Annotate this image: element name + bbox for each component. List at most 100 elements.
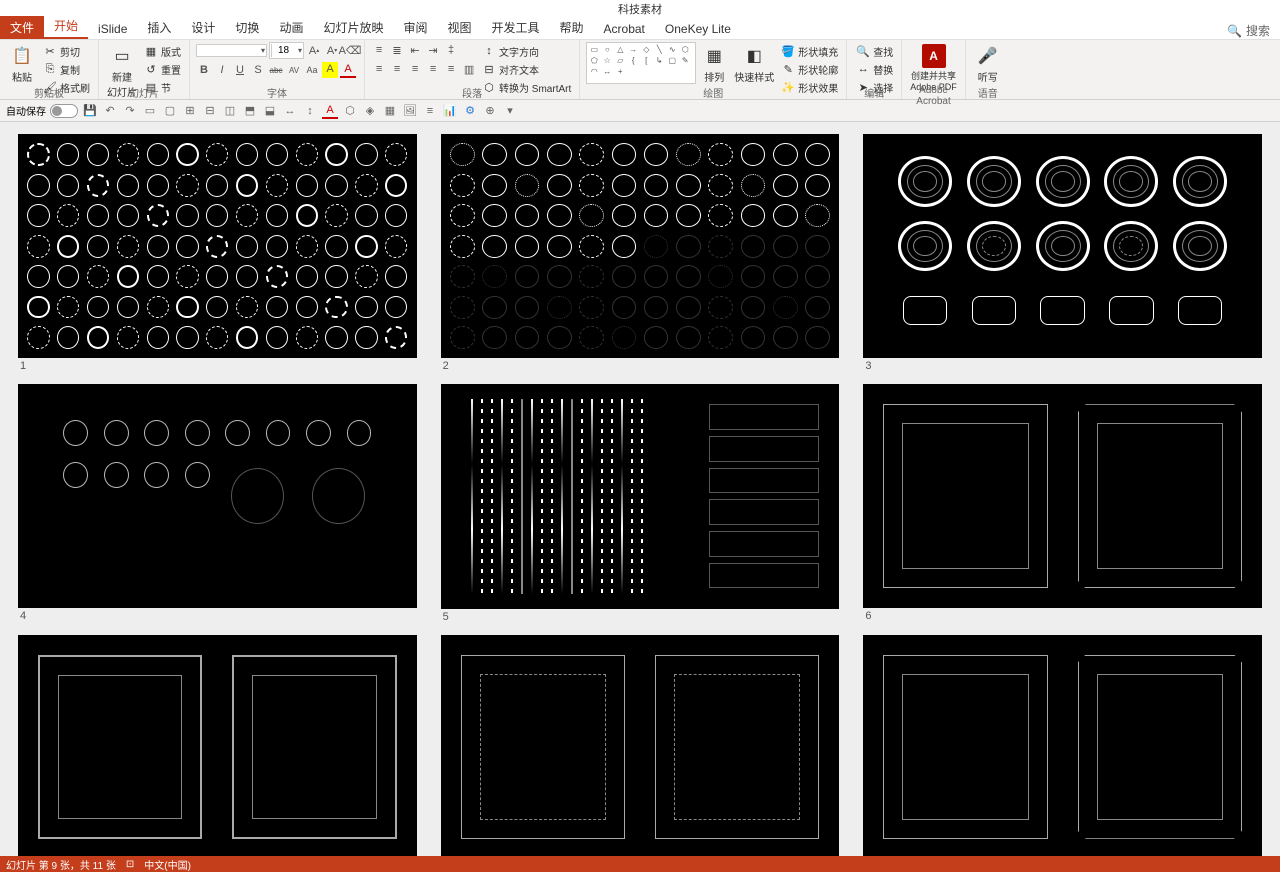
tab-insert[interactable]: 插入 (137, 16, 181, 39)
qat-btn-13[interactable]: ▦ (382, 103, 398, 119)
slide-sorter-view[interactable]: 1 2 3 4 (0, 122, 1280, 856)
qat-btn-3[interactable]: ⊞ (182, 103, 198, 119)
decrease-indent-button[interactable]: ⇤ (407, 42, 423, 58)
slide-thumbnail-1[interactable]: 1 (18, 134, 417, 372)
slide-position: 幻灯片 第 9 张，共 11 张 (6, 857, 116, 872)
find-button[interactable]: 🔍查找 (853, 42, 895, 60)
tab-home[interactable]: 开始 (44, 14, 88, 39)
shapes-gallery[interactable]: ▭○△→◇╲∿ ⬡⬠☆▱{[↳ ▢✎◠↔+ (586, 42, 696, 84)
qat-undo-button[interactable]: ↶ (102, 103, 118, 119)
slide-thumbnail-5[interactable]: 5 (441, 384, 840, 622)
qat-btn-17[interactable]: ⚙ (462, 103, 478, 119)
quick-styles-button[interactable]: ◧ 快速样式 (732, 42, 776, 86)
char-spacing-button[interactable]: AV (286, 62, 302, 78)
qat-btn-15[interactable]: ≡ (422, 103, 438, 119)
slide-thumbnail-4[interactable]: 4 (18, 384, 417, 622)
increase-indent-button[interactable]: ⇥ (425, 42, 441, 58)
align-center-button[interactable]: ≡ (389, 61, 405, 77)
shape-fill-button[interactable]: 🪣形状填充 (778, 42, 840, 60)
qat-btn-5[interactable]: ◫ (222, 103, 238, 119)
qat-btn-2[interactable]: ▢ (162, 103, 178, 119)
tab-slideshow[interactable]: 幻灯片放映 (313, 16, 393, 39)
qat-btn-6[interactable]: ⬒ (242, 103, 258, 119)
tab-acrobat[interactable]: Acrobat (594, 19, 655, 39)
qat-btn-10[interactable]: A (322, 103, 338, 119)
tab-onekey[interactable]: OneKey Lite (655, 19, 741, 39)
search-box[interactable]: 🔍 搜索 (1227, 22, 1280, 39)
slide-thumbnail-9[interactable] (863, 635, 1262, 857)
slide-grid: 1 2 3 4 (18, 134, 1262, 856)
tab-animations[interactable]: 动画 (269, 16, 313, 39)
slide-thumbnail-6[interactable]: 6 (863, 384, 1262, 622)
slide-thumbnail-2[interactable]: 2 (441, 134, 840, 372)
highlight-button[interactable]: A (322, 62, 338, 78)
autosave-toggle[interactable] (50, 104, 78, 118)
group-label: 剪贴板 (0, 85, 98, 99)
qat-btn-1[interactable]: ▭ (142, 103, 158, 119)
slide-thumbnail-3[interactable]: 3 (863, 134, 1262, 372)
group-label: 字体 (190, 85, 364, 99)
qat-btn-8[interactable]: ↔ (282, 103, 298, 119)
text-direction-button[interactable]: ↕文字方向 (479, 42, 573, 60)
justify-button[interactable]: ≡ (425, 61, 441, 77)
tab-review[interactable]: 审阅 (393, 16, 437, 39)
italic-button[interactable]: I (214, 62, 230, 78)
tab-design[interactable]: 设计 (181, 16, 225, 39)
bullets-button[interactable]: ≡ (371, 42, 387, 58)
tab-developer[interactable]: 开发工具 (482, 16, 550, 39)
save-button[interactable]: 💾 (82, 103, 98, 119)
tab-help[interactable]: 帮助 (550, 16, 594, 39)
strikethrough-button[interactable]: abc (268, 62, 284, 78)
tab-view[interactable]: 视图 (437, 16, 481, 39)
quick-access-toolbar: 自动保存 💾 ↶ ↷ ▭ ▢ ⊞ ⊟ ◫ ⬒ ⬓ ↔ ↕ A ⬡ ◈ ▦ 🖼 ≡… (0, 100, 1280, 122)
font-color-button[interactable]: A (340, 62, 356, 78)
change-case-button[interactable]: Aa (304, 62, 320, 78)
qat-btn-11[interactable]: ⬡ (342, 103, 358, 119)
tab-file[interactable]: 文件 (0, 16, 44, 39)
qat-btn-7[interactable]: ⬓ (262, 103, 278, 119)
font-size-select[interactable]: 18 ▾ (269, 42, 304, 59)
tab-transitions[interactable]: 切换 (225, 16, 269, 39)
cut-button[interactable]: ✂剪切 (40, 42, 92, 60)
qat-btn-18[interactable]: ⊕ (482, 103, 498, 119)
line-spacing-button[interactable]: ‡ (443, 42, 459, 58)
replace-button[interactable]: ↔替换 (853, 60, 895, 78)
reset-button[interactable]: ↺重置 (141, 60, 183, 78)
status-bar: 幻灯片 第 9 张，共 11 张 ⊡ 中文(中国) (0, 856, 1280, 872)
distribute-button[interactable]: ≡ (443, 61, 459, 77)
numbering-button[interactable]: ≣ (389, 42, 405, 58)
tab-islide[interactable]: iSlide (88, 19, 137, 39)
qat-btn-12[interactable]: ◈ (362, 103, 378, 119)
font-name-select[interactable]: ▾ (196, 44, 267, 57)
arrange-button[interactable]: ▦ 排列 (698, 42, 730, 86)
columns-button[interactable]: ▥ (461, 61, 477, 77)
slide-thumbnail-8[interactable] (441, 635, 840, 857)
paste-button[interactable]: 📋 粘贴 (6, 42, 38, 86)
align-text-button[interactable]: ⊟对齐文本 (479, 60, 573, 78)
qat-btn-9[interactable]: ↕ (302, 103, 318, 119)
align-left-button[interactable]: ≡ (371, 61, 387, 77)
align-right-button[interactable]: ≡ (407, 61, 423, 77)
qat-redo-button[interactable]: ↷ (122, 103, 138, 119)
qat-btn-16[interactable]: 📊 (442, 103, 458, 119)
slide-thumbnail-7[interactable] (18, 635, 417, 857)
shape-pentagon-icon: ⬠ (588, 55, 600, 65)
shadow-button[interactable]: S (250, 62, 266, 78)
language-indicator[interactable]: 中文(中国) (144, 857, 191, 872)
qat-more-button[interactable]: ▾ (502, 103, 518, 119)
qat-btn-14[interactable]: 🖼 (402, 103, 418, 119)
dictate-button[interactable]: 🎤 听写 (972, 42, 1004, 86)
slide-content (863, 384, 1262, 608)
shape-circle-icon: ○ (601, 44, 613, 54)
slide-content (441, 384, 840, 608)
qat-btn-4[interactable]: ⊟ (202, 103, 218, 119)
slide-number: 5 (441, 611, 840, 623)
spell-check-icon[interactable]: ⊡ (126, 859, 134, 870)
shape-outline-button[interactable]: ✎形状轮廓 (778, 60, 840, 78)
increase-font-button[interactable]: A▴ (306, 43, 322, 59)
underline-button[interactable]: U (232, 62, 248, 78)
layout-button[interactable]: ▦版式 (141, 42, 183, 60)
copy-button[interactable]: ⎘复制 (40, 60, 92, 78)
clear-format-button[interactable]: A⌫ (342, 43, 358, 59)
bold-button[interactable]: B (196, 62, 212, 78)
